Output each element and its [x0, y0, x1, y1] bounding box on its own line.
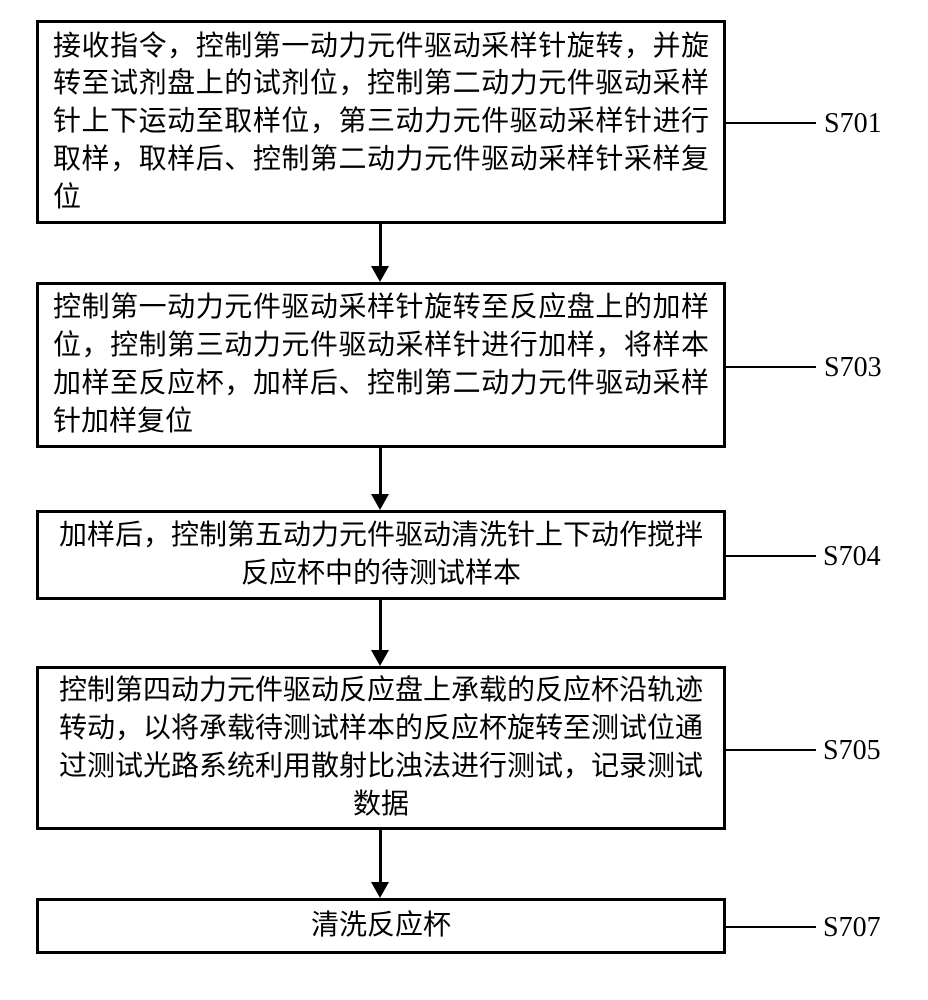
step-s701-text: 接收指令，控制第一动力元件驱动采样针旋转，并旋转至试剂盘上的试剂位，控制第二动力… — [53, 28, 709, 217]
label-s705: S705 — [823, 735, 881, 767]
label-s701: S701 — [824, 108, 882, 140]
step-s703: 控制第一动力元件驱动采样针旋转至反应盘上的加样位，控制第三动力元件驱动采样针进行… — [36, 282, 726, 448]
step-s701: 接收指令，控制第一动力元件驱动采样针旋转，并旋转至试剂盘上的试剂位，控制第二动力… — [36, 20, 726, 224]
arrow-s701-s703-line — [379, 224, 382, 268]
arrow-s705-s707-head — [371, 882, 389, 898]
label-line-s707 — [726, 926, 816, 928]
arrow-s704-s705-head — [371, 650, 389, 666]
label-s704: S704 — [823, 541, 881, 573]
label-line-s705 — [726, 749, 816, 751]
arrow-s703-s704-head — [371, 494, 389, 510]
arrow-s701-s703-head — [371, 266, 389, 282]
arrow-s703-s704-line — [379, 448, 382, 496]
arrow-s705-s707-line — [379, 830, 382, 884]
step-s707: 清洗反应杯 — [36, 898, 726, 954]
step-s705: 控制第四动力元件驱动反应盘上承载的反应杯沿轨迹转动，以将承载待测试样本的反应杯旋… — [36, 666, 726, 830]
step-s704: 加样后，控制第五动力元件驱动清洗针上下动作搅拌反应杯中的待测试样本 — [36, 510, 726, 600]
step-s703-text: 控制第一动力元件驱动采样针旋转至反应盘上的加样位，控制第三动力元件驱动采样针进行… — [53, 289, 709, 440]
label-s703: S703 — [824, 352, 882, 384]
step-s705-text: 控制第四动力元件驱动反应盘上承载的反应杯沿轨迹转动，以将承载待测试样本的反应杯旋… — [53, 672, 709, 823]
step-s704-text: 加样后，控制第五动力元件驱动清洗针上下动作搅拌反应杯中的待测试样本 — [53, 517, 709, 593]
label-line-s704 — [726, 555, 816, 557]
label-s707: S707 — [823, 912, 881, 944]
label-line-s701 — [726, 122, 816, 124]
step-s707-text: 清洗反应杯 — [311, 907, 451, 945]
label-line-s703 — [726, 366, 816, 368]
flowchart-container: 接收指令，控制第一动力元件驱动采样针旋转，并旋转至试剂盘上的试剂位，控制第二动力… — [0, 0, 928, 1000]
arrow-s704-s705-line — [379, 600, 382, 652]
